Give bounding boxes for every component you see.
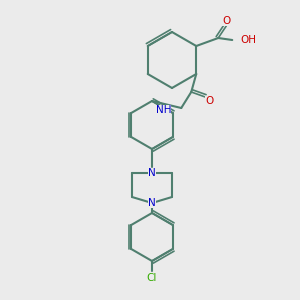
- Text: O: O: [205, 96, 213, 106]
- Text: N: N: [148, 198, 156, 208]
- Text: OH: OH: [240, 35, 256, 45]
- Text: NH: NH: [156, 105, 171, 115]
- Text: N: N: [148, 168, 156, 178]
- Text: O: O: [222, 16, 230, 26]
- Text: Cl: Cl: [147, 273, 157, 283]
